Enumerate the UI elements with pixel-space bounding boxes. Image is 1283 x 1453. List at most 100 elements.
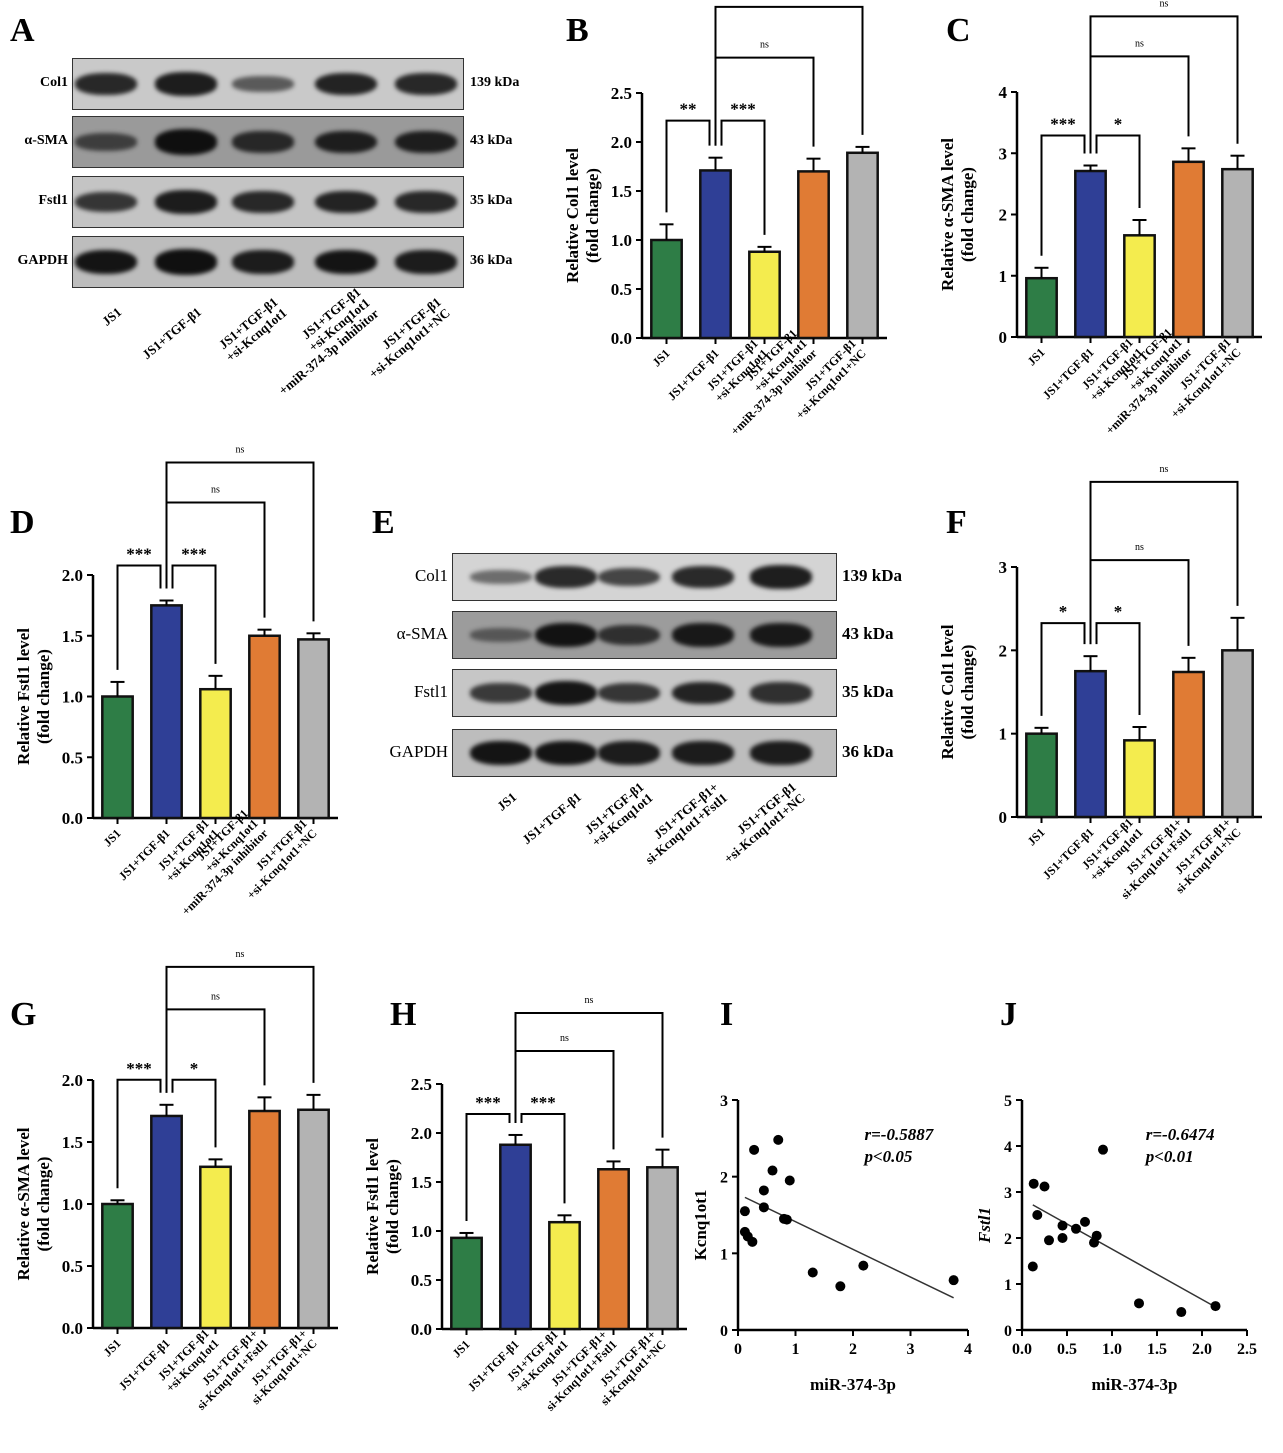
bar (1221, 649, 1254, 819)
y-tick-label: 2.0 (62, 566, 83, 585)
significance-label: * (1114, 602, 1123, 621)
significance-bracket (165, 965, 315, 1093)
x-axis-label: miR-374-3p (1092, 1375, 1178, 1394)
data-point (1027, 1261, 1038, 1272)
y-tick-label: 3 (999, 558, 1008, 577)
bar (150, 1114, 183, 1330)
data-point (758, 1202, 769, 1213)
y-tick-label: 0.5 (411, 1271, 432, 1290)
data-point (1028, 1178, 1039, 1189)
data-point (739, 1206, 750, 1217)
blot-band (395, 73, 457, 95)
blot-band (75, 191, 137, 213)
scatter-svg-j: 0 1 2 3 4 5 0.0 0.5 1.0 1.5 2.0 2.5 miR-374-3p Fstl1 r… (975, 1093, 1257, 1394)
blot-band (395, 130, 457, 154)
significance-label: *** (126, 1059, 152, 1078)
blot-molecular-weight: 36 kDa (842, 742, 894, 761)
blot-strip-gapdh (72, 236, 464, 288)
data-point (1071, 1223, 1081, 1234)
blot-strip--sma (72, 116, 464, 168)
y-tick-label: 1.0 (62, 1195, 83, 1214)
blot-strip-col1 (72, 58, 464, 110)
blot-band (75, 133, 137, 151)
y-tick-label: 0.0 (611, 329, 632, 348)
significance-label: ns (760, 40, 769, 51)
bar (797, 170, 830, 340)
blot-band (672, 566, 734, 588)
x-tick-label: 0.5 (1057, 1341, 1077, 1358)
data-point (835, 1281, 846, 1292)
blot-lane-label: JS1 (494, 789, 519, 813)
bar (1074, 169, 1107, 339)
significance-bracket (720, 119, 766, 235)
blot-band (750, 682, 812, 704)
bar (1221, 167, 1254, 339)
y-tick-label: 0 (1004, 1323, 1012, 1340)
blot-band (232, 250, 294, 274)
bar-chart-panel-c: 0 1 2 3 4 Relative α-SMA level (fold change) JS… (925, 0, 1275, 480)
y-tick-label: 0.5 (611, 280, 632, 299)
blot-band (535, 622, 597, 648)
y-tick-label: 0.0 (62, 809, 83, 828)
y-axis-label: Relative α-SMA level (938, 138, 957, 291)
significance-bracket (1089, 15, 1239, 154)
blot-band (750, 741, 812, 765)
bar-chart-svg-b: 0.0 0.5 1.0 1.5 2.0 2.5 Relative Col1 level (fo… (563, 5, 887, 438)
blot-band (232, 131, 294, 153)
bar (597, 1168, 630, 1331)
blot-row-label: α-SMA (24, 133, 68, 148)
x-tick-label: 1.0 (1102, 1341, 1122, 1358)
scatter-plot-panel-i: 0 1 2 3 0 1 2 3 4 miR-374-3p Kcnq1ot1 r=-0.5887 p<0.… (690, 1080, 990, 1420)
data-point (1057, 1233, 1068, 1243)
blot-strip-col1 (452, 553, 837, 601)
data-point (781, 1214, 792, 1225)
data-point (1098, 1144, 1108, 1155)
significance-label: ns (1160, 464, 1169, 475)
data-point (1044, 1235, 1054, 1246)
blot-band (598, 567, 660, 587)
y-axis-label: Kcnq1ot1 (691, 1190, 710, 1261)
bar (101, 695, 134, 820)
panel-label-d: D (10, 504, 35, 541)
significance-label: ** (680, 100, 697, 119)
y-tick-label: 0.0 (62, 1319, 83, 1338)
y-tick-label: 2.0 (611, 133, 632, 152)
blot-band (232, 191, 294, 213)
blot-strip-fstl1 (72, 176, 464, 228)
bar (748, 250, 781, 340)
bar (101, 1202, 134, 1330)
y-axis-label: (fold change) (34, 1157, 53, 1252)
correlation-annotation: r=-0.6474 (1146, 1125, 1215, 1144)
panel-label-c: C (946, 12, 971, 49)
y-axis-label: (fold change) (34, 649, 53, 744)
significance-label: *** (181, 545, 207, 564)
significance-label: *** (730, 100, 756, 119)
x-tick-label: 2.5 (1237, 1341, 1257, 1358)
significance-label: * (190, 1059, 199, 1078)
bar (1074, 669, 1107, 819)
x-tick-label: 2 (849, 1341, 857, 1358)
y-axis-label: (fold change) (958, 167, 977, 262)
y-tick-label: 1.5 (411, 1173, 432, 1192)
blot-lane-label-line: JS1+TGF-β1 (139, 304, 205, 363)
y-axis-label: Fstl1 (975, 1207, 994, 1244)
blot-band (470, 683, 532, 703)
bar (699, 169, 732, 340)
bar-chart-panel-b: 0.0 0.5 1.0 1.5 2.0 2.5 Relative Col1 level (fo… (555, 0, 915, 480)
blot-lane-label-line: JS1+TGF-β1 (519, 789, 585, 848)
bar-chart-svg-h: 0.0 0.5 1.0 1.5 2.0 2.5 Relative Fstl1 level (f… (363, 995, 687, 1414)
y-tick-label: 0 (999, 328, 1008, 347)
category-label: JS1 (101, 1336, 124, 1359)
significance-bracket (465, 1112, 511, 1221)
bar (1123, 739, 1156, 819)
correlation-annotation: p<0.05 (863, 1147, 913, 1166)
bar (1172, 670, 1205, 819)
blot-strip-fstl1 (452, 669, 837, 717)
blot-band (672, 741, 734, 765)
y-tick-label: 1 (999, 267, 1008, 286)
bar (248, 634, 281, 820)
correlation-annotation: p<0.01 (1144, 1147, 1194, 1166)
blot-band (75, 73, 137, 95)
significance-bracket (1095, 134, 1141, 209)
data-point (1210, 1301, 1221, 1312)
